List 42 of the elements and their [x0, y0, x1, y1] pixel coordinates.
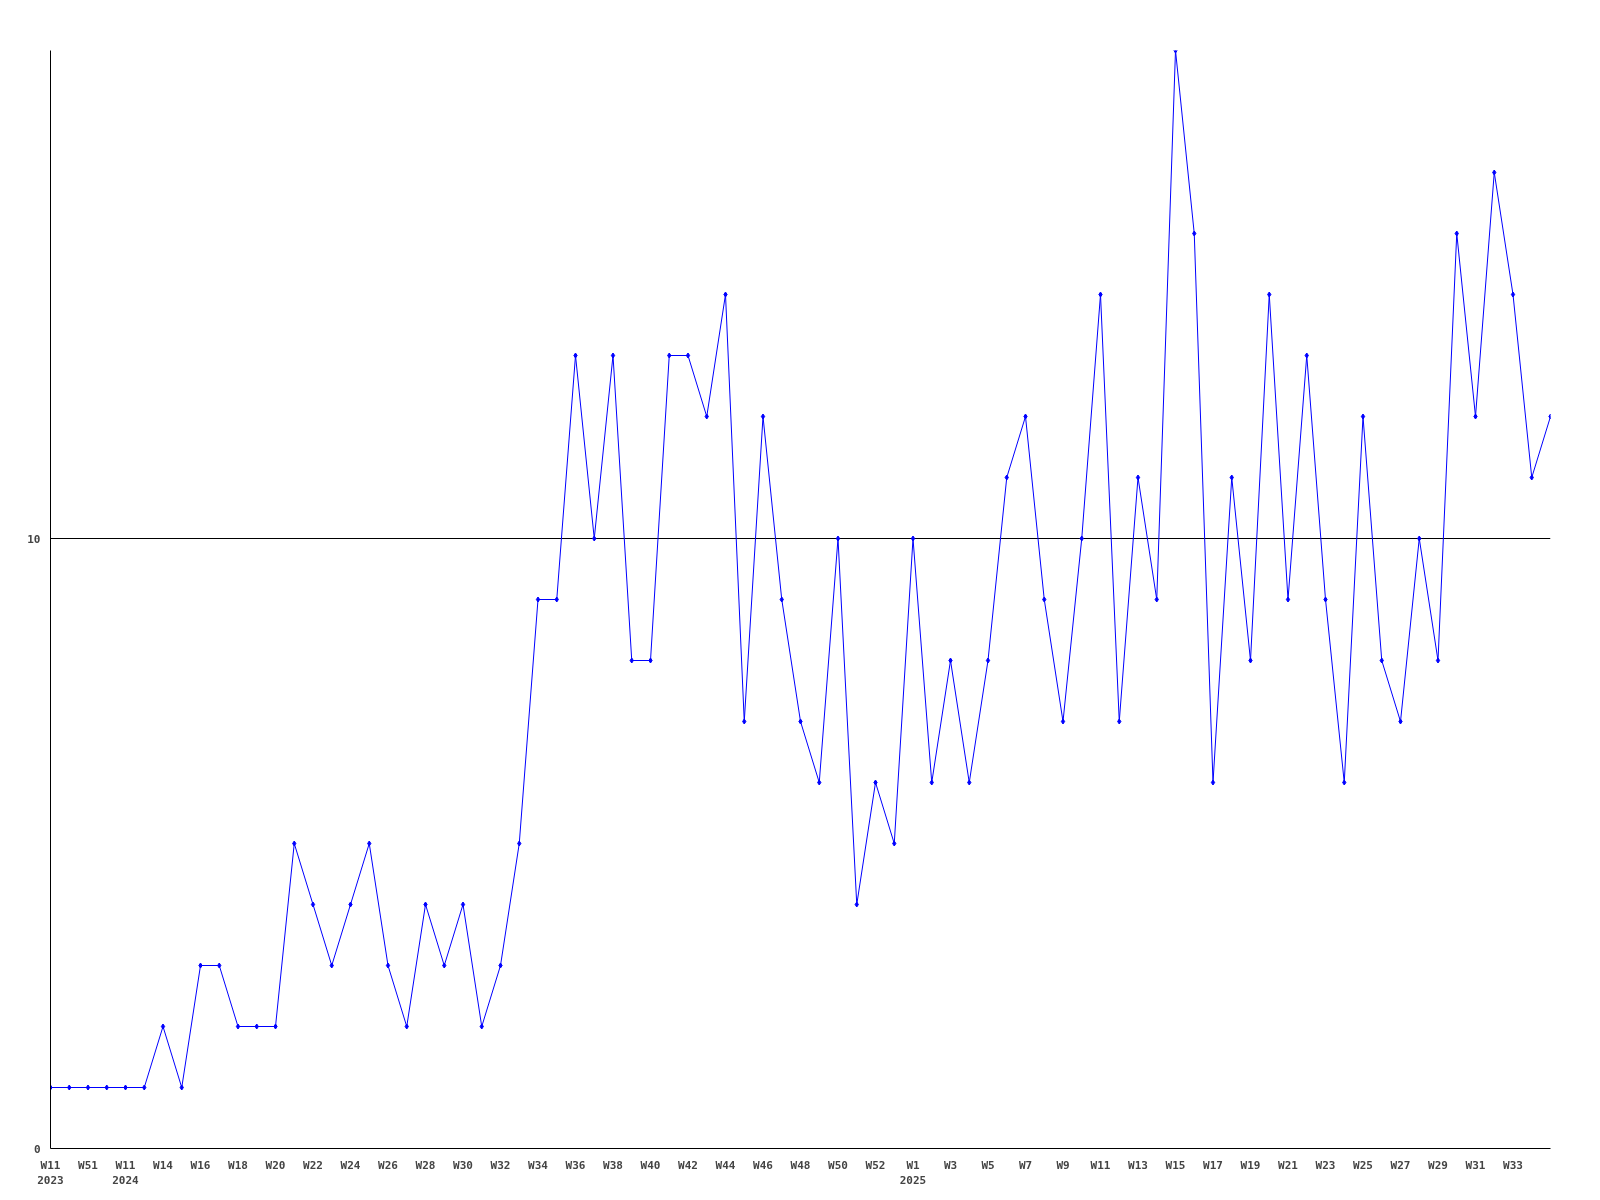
x-tick-label: W14: [153, 1158, 174, 1172]
y-tick-label: 10: [27, 532, 41, 546]
x-tick-label: W34: [528, 1158, 549, 1172]
x-tick-label: W5: [981, 1158, 995, 1172]
x-tick-label: W25: [1353, 1158, 1373, 1172]
x-tick-label: W30: [453, 1158, 473, 1172]
y-tick-label: 0: [33, 1142, 41, 1156]
x-tick-label: W33: [1503, 1158, 1523, 1172]
x-tick-label: W15: [1165, 1158, 1186, 1172]
x-tick-label: W13: [1128, 1158, 1148, 1172]
x-tick-label: W28: [415, 1158, 436, 1172]
x-tick-label: W38: [603, 1158, 623, 1172]
x-tick-label: W1 2025: [899, 1158, 927, 1188]
x-tick-label: W52: [865, 1158, 886, 1172]
x-tick-label: W42: [678, 1158, 698, 1172]
x-tick-label: W18: [228, 1158, 248, 1172]
x-tick-label: W16: [190, 1158, 211, 1172]
x-tick-label: W11: [1090, 1158, 1111, 1172]
x-tick-label: W36: [565, 1158, 586, 1172]
x-tick-label: W51: [78, 1158, 99, 1172]
x-tick-label: W21: [1278, 1158, 1299, 1172]
x-tick-label: W19: [1240, 1158, 1261, 1172]
x-tick-label: W17: [1203, 1158, 1223, 1172]
x-tick-label: W23: [1315, 1158, 1336, 1172]
x-tick-label: W40: [640, 1158, 661, 1172]
x-tick-label: W44: [715, 1158, 736, 1172]
x-tick-label: W48: [790, 1158, 811, 1172]
x-tick-label: W27: [1390, 1158, 1411, 1172]
x-tick-label: W31: [1465, 1158, 1486, 1172]
x-tick-label: W3: [943, 1158, 958, 1172]
x-tick-label: W9: [1056, 1158, 1070, 1172]
x-tick-label: W11 2024: [112, 1158, 140, 1188]
x-tick-label: W46: [753, 1158, 774, 1172]
x-tick-label: W29: [1428, 1158, 1448, 1172]
x-tick-label: W24: [340, 1158, 361, 1172]
x-tick-label: W26: [378, 1158, 399, 1172]
x-tick-label: W7: [1018, 1158, 1033, 1172]
x-tick-label: W11 2023: [37, 1158, 64, 1188]
x-tick-label: W22: [303, 1158, 323, 1172]
x-tick-label: W50: [828, 1158, 848, 1172]
x-tick-label: W32: [490, 1158, 511, 1172]
x-tick-label: W20: [265, 1158, 286, 1172]
